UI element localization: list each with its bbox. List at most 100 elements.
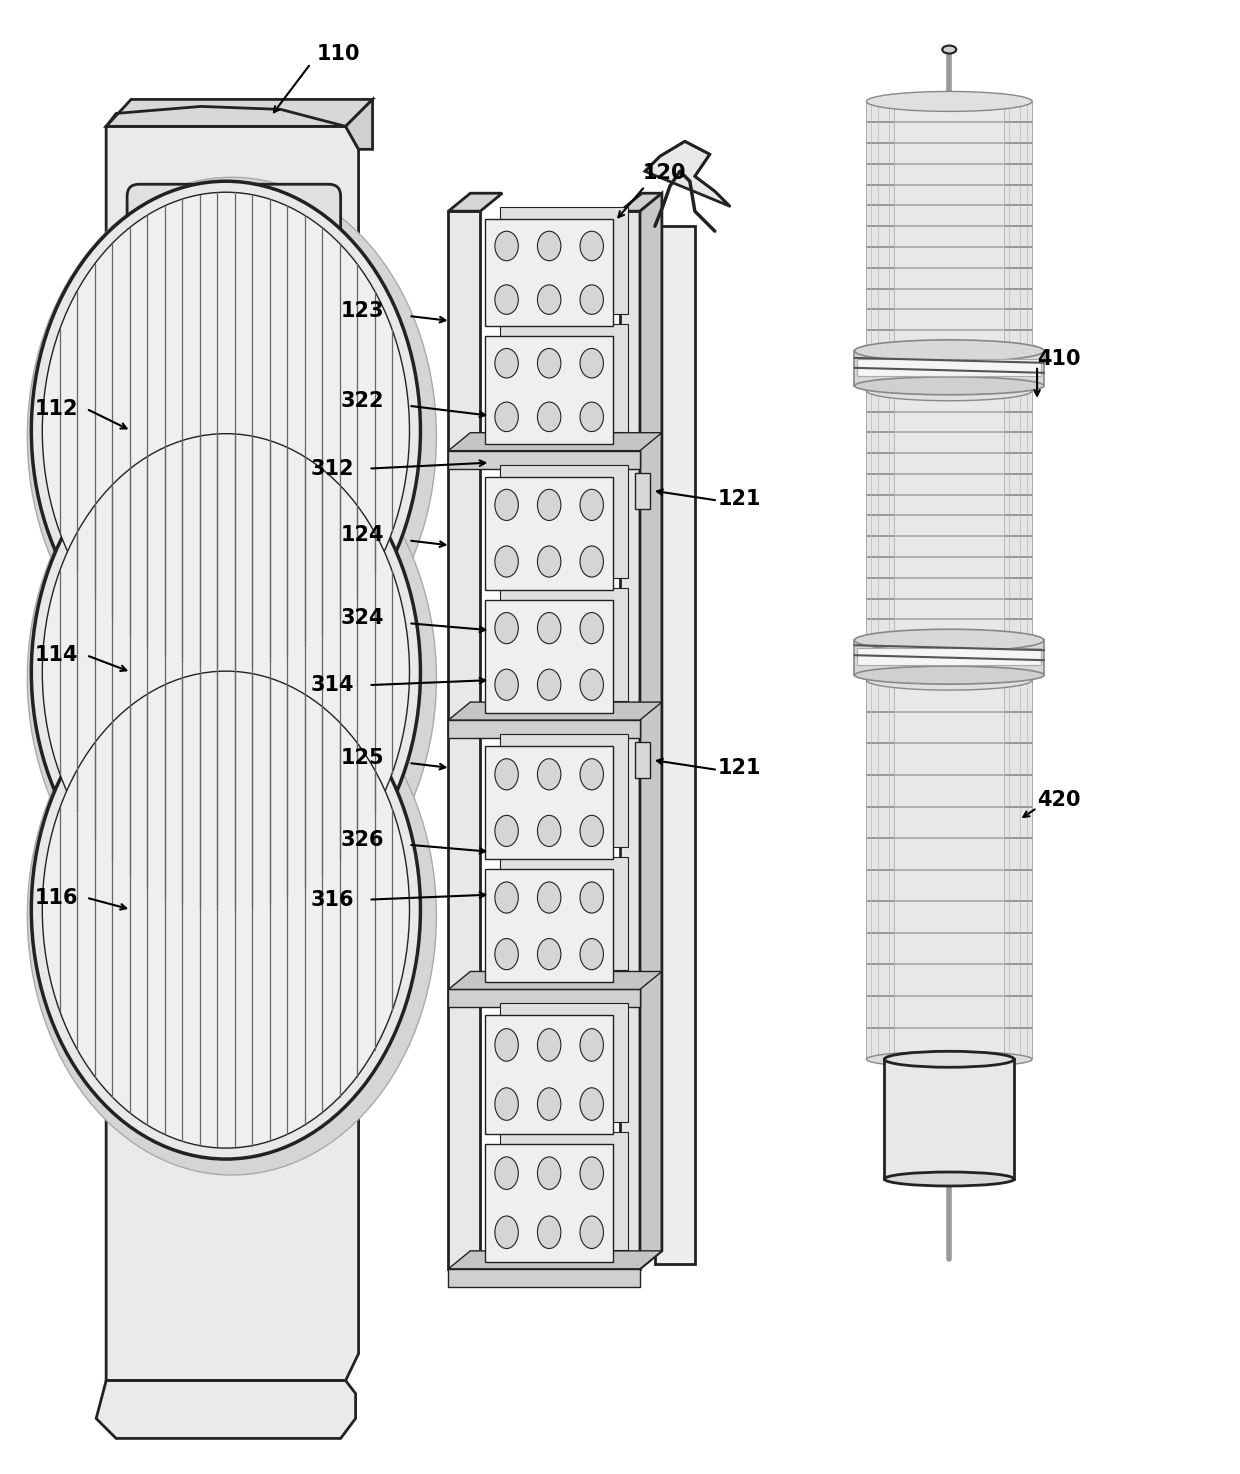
Ellipse shape (867, 380, 1032, 401)
Polygon shape (867, 310, 1032, 329)
Ellipse shape (495, 881, 518, 912)
Ellipse shape (580, 881, 604, 912)
Ellipse shape (495, 939, 518, 970)
Text: 326: 326 (341, 830, 384, 850)
Text: 116: 116 (35, 887, 78, 908)
Ellipse shape (495, 613, 518, 644)
Polygon shape (894, 310, 1004, 329)
Polygon shape (894, 475, 1004, 494)
Polygon shape (500, 1132, 627, 1250)
Polygon shape (867, 578, 1032, 597)
Ellipse shape (580, 1157, 604, 1190)
Text: 316: 316 (311, 890, 355, 909)
Polygon shape (894, 964, 1004, 995)
Polygon shape (894, 806, 1004, 837)
Polygon shape (894, 122, 1004, 142)
Ellipse shape (854, 666, 1044, 684)
Polygon shape (894, 901, 1004, 932)
Polygon shape (894, 143, 1004, 162)
Polygon shape (867, 122, 1032, 142)
Polygon shape (640, 193, 662, 1269)
Ellipse shape (580, 613, 604, 644)
Polygon shape (485, 1016, 613, 1134)
Ellipse shape (495, 759, 518, 790)
Ellipse shape (580, 1088, 604, 1120)
Polygon shape (645, 142, 730, 206)
Ellipse shape (580, 1029, 604, 1061)
Polygon shape (894, 184, 1004, 205)
Polygon shape (858, 649, 1042, 665)
Polygon shape (894, 453, 1004, 473)
Ellipse shape (867, 1051, 1032, 1067)
Polygon shape (894, 226, 1004, 246)
Polygon shape (894, 1027, 1004, 1058)
Polygon shape (867, 391, 1032, 411)
Text: 322: 322 (341, 391, 384, 411)
Polygon shape (867, 143, 1032, 162)
Polygon shape (97, 1381, 356, 1439)
Polygon shape (635, 473, 650, 509)
Ellipse shape (27, 656, 436, 1175)
Polygon shape (894, 102, 1004, 121)
Ellipse shape (854, 377, 1044, 395)
Polygon shape (867, 557, 1032, 576)
Polygon shape (867, 775, 1032, 805)
Ellipse shape (580, 815, 604, 846)
Polygon shape (449, 1269, 640, 1287)
Ellipse shape (580, 231, 604, 261)
Polygon shape (485, 870, 613, 983)
Polygon shape (867, 901, 1032, 932)
Polygon shape (867, 268, 1032, 287)
Polygon shape (485, 1144, 613, 1262)
Ellipse shape (580, 284, 604, 314)
FancyBboxPatch shape (128, 184, 341, 312)
Polygon shape (894, 516, 1004, 535)
Ellipse shape (580, 402, 604, 432)
Ellipse shape (537, 1088, 560, 1120)
Polygon shape (894, 743, 1004, 774)
Polygon shape (346, 99, 372, 149)
Polygon shape (867, 870, 1032, 901)
Ellipse shape (31, 181, 420, 680)
Ellipse shape (42, 671, 409, 1148)
Polygon shape (867, 619, 1032, 640)
Polygon shape (500, 858, 627, 970)
Ellipse shape (27, 419, 436, 937)
Ellipse shape (495, 545, 518, 578)
Polygon shape (867, 712, 1032, 743)
Polygon shape (867, 537, 1032, 556)
Text: 121: 121 (718, 488, 761, 509)
Ellipse shape (537, 489, 560, 520)
Ellipse shape (580, 669, 604, 700)
Polygon shape (894, 870, 1004, 901)
Ellipse shape (854, 629, 1044, 652)
Polygon shape (867, 453, 1032, 473)
Text: 121: 121 (718, 758, 761, 778)
Text: 124: 124 (341, 525, 384, 545)
Ellipse shape (495, 402, 518, 432)
Ellipse shape (867, 671, 1032, 690)
Polygon shape (894, 411, 1004, 432)
Polygon shape (485, 600, 613, 713)
Ellipse shape (495, 1029, 518, 1061)
Ellipse shape (31, 660, 420, 1159)
Polygon shape (894, 578, 1004, 597)
Polygon shape (867, 248, 1032, 267)
Ellipse shape (495, 669, 518, 700)
Ellipse shape (537, 669, 560, 700)
Polygon shape (867, 226, 1032, 246)
Polygon shape (867, 964, 1032, 995)
Polygon shape (867, 806, 1032, 837)
Polygon shape (894, 680, 1004, 710)
Polygon shape (500, 1004, 627, 1122)
Polygon shape (449, 451, 640, 469)
Polygon shape (867, 289, 1032, 308)
Polygon shape (867, 516, 1032, 535)
Ellipse shape (537, 545, 560, 578)
Polygon shape (867, 743, 1032, 774)
Text: 420: 420 (1038, 790, 1081, 809)
Polygon shape (867, 598, 1032, 619)
Polygon shape (854, 640, 1044, 675)
Polygon shape (867, 184, 1032, 205)
Ellipse shape (537, 815, 560, 846)
